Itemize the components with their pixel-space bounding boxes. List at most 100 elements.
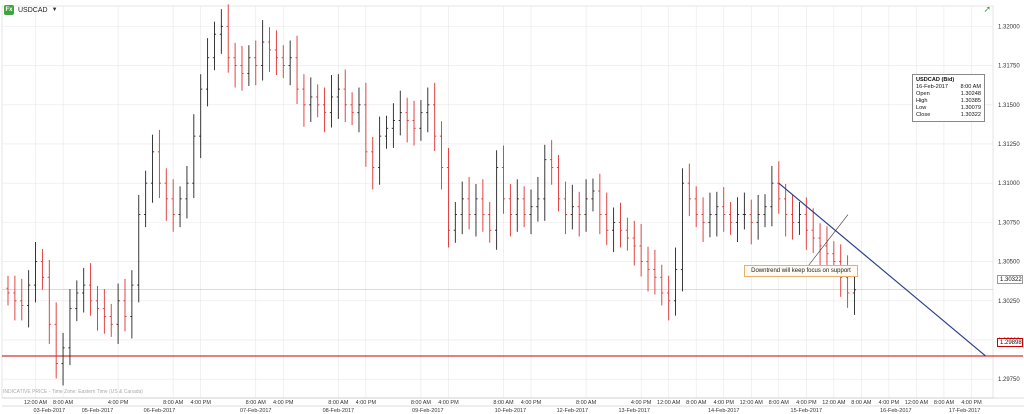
ohlc-bar — [770, 165, 774, 227]
x-tick-label: 4:00 PM — [713, 400, 734, 406]
ohlc-bar — [701, 197, 705, 242]
x-tick-label: 8:00 AM — [53, 400, 74, 406]
ohlc-bar — [13, 275, 17, 321]
ohlc-bar — [667, 275, 671, 321]
ohlc-bar — [150, 134, 155, 203]
ohlc-bar — [460, 181, 464, 235]
ohlc-bar — [577, 191, 581, 237]
ohlc-bar — [612, 207, 616, 253]
ohlc-bar — [61, 332, 65, 386]
ohlc-bar — [660, 264, 664, 306]
date-label: 16-Feb-2017 — [880, 408, 912, 414]
ohlc-bar — [226, 4, 230, 73]
x-tick-label: 4:00 PM — [438, 400, 459, 406]
ohlc-bar — [515, 179, 519, 232]
footer-note: INDICATIVE PRICE - Time Zone: Eastern Ti… — [3, 389, 143, 395]
date-label: 13-Feb-2017 — [619, 408, 651, 414]
ohlc-bar — [68, 289, 72, 366]
ohlc-bar — [446, 147, 451, 248]
date-label: 08-Feb-2017 — [323, 408, 355, 414]
ohlc-bar — [694, 186, 698, 228]
x-tick-label: 4:00 PM — [190, 400, 211, 406]
ohlc-bar — [309, 77, 313, 123]
ohlc-bar — [302, 74, 306, 127]
ohlc-bar — [54, 302, 58, 379]
annotation-pointer — [804, 214, 849, 271]
ohlc-bar — [584, 179, 588, 232]
ohlc-bar — [501, 145, 506, 214]
tooltip-row-date: 16-Feb-2017 8:00 AM — [916, 84, 981, 90]
tooltip-row-low: Low 1.30079 — [916, 105, 981, 111]
ohlc-bar — [281, 45, 285, 79]
ohlc-bar — [109, 303, 113, 337]
x-tick-label: 8:00 AM — [163, 400, 184, 406]
ohlc-bar — [212, 21, 217, 71]
ohlc-bar — [391, 103, 395, 148]
ohlc-bar — [536, 176, 540, 222]
x-tick-label: 4:00 PM — [273, 400, 294, 406]
tooltip-row-open: Open 1.30248 — [916, 91, 981, 97]
ohlc-bar — [474, 183, 478, 237]
ohlc-bar — [735, 197, 740, 242]
ohlc-bar — [40, 249, 45, 290]
ohlc-bar — [433, 82, 437, 152]
ohlc-bar — [412, 100, 416, 146]
x-tick-label: 12:00 AM — [657, 400, 681, 406]
ohlc-bar — [20, 278, 24, 321]
ohlc-bar — [164, 168, 168, 221]
ohlc-bar — [797, 202, 802, 235]
ohlc-bar — [47, 260, 51, 344]
ohlc-bar — [33, 241, 38, 303]
ohlc-bar — [439, 121, 444, 190]
chart-grid — [1, 5, 994, 399]
ohlc-tooltip: USDCAD (Bid) 16-Feb-2017 8:00 AM Open 1.30… — [912, 74, 985, 122]
ohlc-bar — [598, 173, 602, 235]
ohlc-bar — [784, 183, 788, 237]
support-price-label: 1.29898 — [997, 338, 1023, 347]
ohlc-bar — [742, 192, 746, 230]
ohlc-bar — [673, 247, 678, 316]
ohlc-bar — [453, 202, 457, 243]
ohlc-bar — [316, 84, 320, 118]
ohlc-bar — [680, 168, 685, 292]
ohlc-bar — [556, 154, 561, 212]
x-tick-label: 4:00 PM — [521, 400, 542, 406]
plot-area — [1, 5, 994, 399]
ohlc-bar — [749, 199, 753, 245]
x-tick-label: 4:00 PM — [631, 400, 652, 406]
ohlc-bar — [715, 191, 719, 237]
ohlc-bar — [371, 136, 375, 190]
y-tick-label: 1.32000 — [998, 24, 1020, 30]
ohlc-bar — [419, 100, 423, 141]
trendline — [778, 182, 986, 357]
downtrend-line — [778, 182, 986, 357]
ohlc-bar — [508, 183, 512, 237]
date-label: 14-Feb-2017 — [708, 408, 740, 414]
ohlc-bar — [82, 267, 86, 313]
y-tick-label: 1.30750 — [998, 220, 1020, 226]
date-label: 09-Feb-2017 — [412, 408, 444, 414]
ohlc-bar — [233, 42, 237, 88]
x-tick-label: 8:00 AM — [851, 400, 872, 406]
y-tick-label: 1.31000 — [998, 181, 1020, 187]
ohlc-bar — [219, 9, 223, 54]
symbol-selector[interactable]: Fx USDCAD ▼ — [4, 3, 58, 17]
ohlc-bar — [488, 202, 492, 243]
price-axis: 1.32000 1.31750 1.31500 1.31250 1.31000 1.307… — [998, 24, 1020, 383]
ohlc-bar — [95, 285, 100, 331]
ohlc-bar — [336, 74, 340, 119]
ohlc-bar — [790, 194, 795, 240]
time-axis: 12:00 AM 8:00 AM 4:00 PM 8:00 AM 4:00 PM 8:00… — [2, 397, 1024, 414]
tooltip-row-close: Close 1.30322 — [916, 112, 981, 118]
ohlc-bar — [102, 289, 106, 334]
ohlc-bar — [529, 189, 533, 235]
pin-icon[interactable]: ➚ — [983, 4, 991, 14]
x-tick-label: 8:00 AM — [493, 400, 514, 406]
ohlc-bar — [350, 92, 354, 126]
ohlc-bar — [550, 140, 554, 185]
ohlc-bar — [729, 202, 733, 235]
ohlc-bar — [852, 274, 857, 315]
x-tick-label: 8:00 AM — [576, 400, 597, 406]
date-label: 07-Feb-2017 — [240, 408, 272, 414]
